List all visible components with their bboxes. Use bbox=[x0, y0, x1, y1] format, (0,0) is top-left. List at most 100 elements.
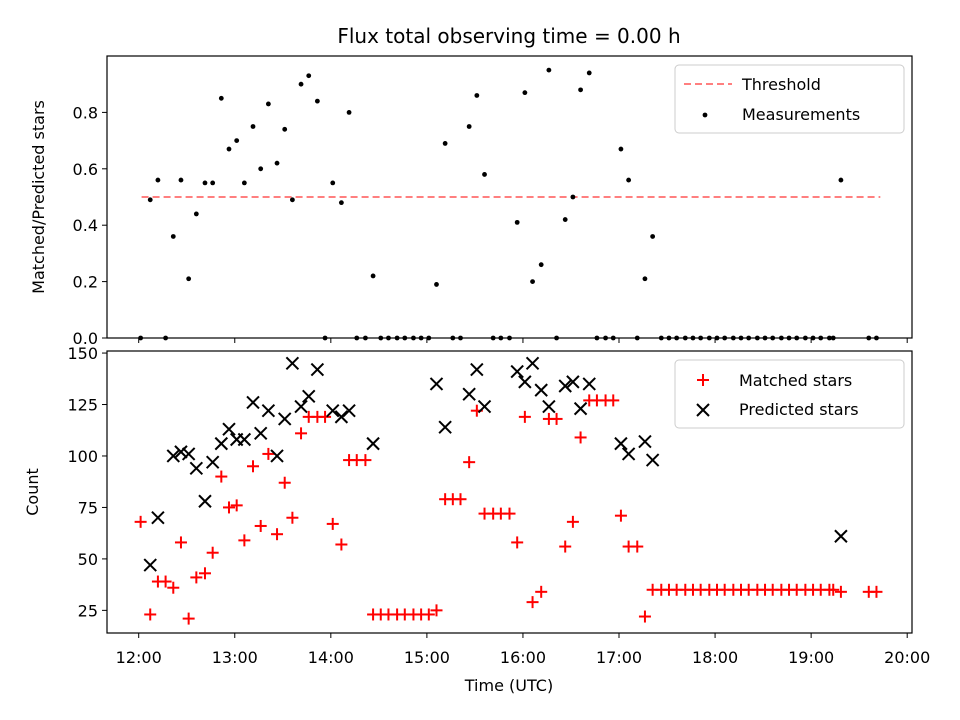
matched-star-marker bbox=[295, 427, 308, 440]
measurement-point bbox=[586, 70, 592, 76]
count-xtick-label: 19:00 bbox=[788, 648, 834, 667]
matched-star-marker bbox=[359, 454, 372, 467]
predicted-star-marker bbox=[205, 455, 220, 469]
predicted-star-marker-b bbox=[510, 364, 524, 379]
matched-star-marker bbox=[222, 501, 235, 514]
measurement-point bbox=[474, 93, 480, 98]
measurement-point bbox=[838, 177, 844, 183]
predicted-star-marker bbox=[222, 422, 236, 436]
predicted-star-marker bbox=[214, 436, 229, 451]
measurement-point bbox=[546, 67, 552, 73]
count-axes-frame bbox=[106, 350, 913, 634]
matched-star-marker bbox=[535, 585, 548, 598]
predicted-star-marker-b bbox=[151, 511, 165, 525]
predicted-star-marker-b bbox=[302, 389, 316, 403]
predicted-star-marker bbox=[534, 383, 548, 397]
legend-matched-swatch bbox=[697, 374, 709, 386]
predicted-star-marker-b bbox=[237, 432, 252, 447]
legend-measurements-swatch bbox=[702, 112, 708, 118]
matched-star-marker bbox=[526, 596, 539, 609]
measurement-point bbox=[202, 180, 208, 186]
matched-star-marker bbox=[834, 585, 847, 598]
predicted-star-marker bbox=[189, 461, 204, 476]
count-ytick-label: 25 bbox=[78, 601, 98, 620]
predicted-star-marker bbox=[302, 389, 316, 403]
matched-star-marker bbox=[271, 528, 284, 541]
count-xtick-label: 17:00 bbox=[596, 648, 642, 667]
measurement-point bbox=[147, 197, 153, 203]
measurement-point bbox=[178, 177, 184, 183]
matched-star-marker bbox=[827, 583, 840, 596]
ratio-legend-box bbox=[674, 64, 905, 134]
count-legend: Matched stars Predicted stars bbox=[674, 359, 905, 429]
measurement-point bbox=[650, 234, 656, 239]
predicted-star-marker bbox=[582, 377, 596, 391]
matched-star-marker bbox=[422, 608, 435, 621]
matched-star-marker bbox=[518, 410, 531, 423]
predicted-star-marker-b bbox=[462, 387, 476, 401]
ratio-legend: Threshold Measurements bbox=[674, 64, 905, 134]
measurement-point bbox=[218, 95, 224, 101]
predicted-star-marker bbox=[181, 447, 196, 461]
measurement-point bbox=[298, 81, 304, 87]
matched-star-marker bbox=[144, 608, 157, 621]
predicted-star-marker bbox=[285, 356, 300, 371]
matched-star-marker bbox=[182, 612, 195, 625]
predicted-star-marker-b bbox=[342, 403, 356, 418]
predicted-star-marker-b bbox=[222, 422, 236, 436]
measurement-point bbox=[570, 194, 576, 200]
measurement-point bbox=[210, 180, 216, 186]
matched-star-marker bbox=[247, 460, 260, 473]
predicted-star-marker-b bbox=[143, 558, 157, 572]
predicted-star-marker-b bbox=[438, 420, 452, 434]
chart-title: Flux total observing time = 0.00 h bbox=[337, 24, 680, 48]
predicted-star-marker-b bbox=[525, 356, 540, 371]
measurement-point bbox=[314, 98, 320, 104]
predicted-star-marker bbox=[166, 449, 180, 463]
predicted-star-marker-b bbox=[621, 447, 636, 461]
predicted-star-marker-b bbox=[174, 445, 188, 459]
predicted-star-marker bbox=[573, 401, 588, 416]
measurement-point bbox=[258, 166, 264, 172]
measurement-point bbox=[274, 160, 280, 166]
ratio-ytick-label: 0.4 bbox=[73, 216, 98, 235]
predicted-star-marker bbox=[477, 399, 492, 414]
x-axis-label: Time (UTC) bbox=[464, 676, 553, 695]
matched-star-marker bbox=[286, 511, 299, 524]
ratio-ytick-label: 0.6 bbox=[73, 160, 98, 179]
measurement-point bbox=[618, 146, 624, 152]
predicted-star-marker bbox=[366, 436, 380, 451]
measurement-point bbox=[282, 126, 288, 132]
matched-star-marker bbox=[174, 536, 187, 549]
predicted-star-marker-b bbox=[261, 403, 276, 418]
ratio-ytick-label: 0.8 bbox=[73, 103, 98, 122]
ratio-ylabel: Matched/Predicted stars bbox=[29, 100, 48, 294]
measurement-point bbox=[578, 87, 583, 93]
predicted-star-marker-b bbox=[285, 356, 300, 371]
predicted-star-marker-b bbox=[834, 529, 848, 543]
measurement-point bbox=[530, 279, 535, 284]
predicted-star-marker bbox=[174, 445, 188, 459]
ratio-plot-area bbox=[138, 67, 881, 341]
predicted-star-marker-b bbox=[246, 395, 260, 410]
predicted-star-marker bbox=[462, 387, 476, 401]
ratio-axes-frame bbox=[106, 55, 913, 339]
count-ytick-label: 50 bbox=[78, 550, 98, 569]
count-xtick-label: 14:00 bbox=[308, 648, 354, 667]
matched-star-marker bbox=[319, 410, 332, 423]
measurement-point bbox=[466, 124, 472, 129]
predicted-star-marker-b bbox=[278, 412, 292, 426]
measurement-point bbox=[250, 124, 256, 129]
predicted-star-marker bbox=[645, 453, 660, 467]
measurement-point bbox=[265, 101, 271, 107]
ratio-ytick-label: 0.2 bbox=[73, 273, 98, 292]
matched-star-marker bbox=[238, 534, 251, 547]
ratio-ytick-label: 0.0 bbox=[73, 329, 98, 348]
matched-star-marker bbox=[167, 581, 180, 594]
measurement-point bbox=[289, 197, 295, 203]
matched-star-marker bbox=[206, 546, 219, 559]
predicted-star-marker-b bbox=[534, 383, 548, 397]
matched-star-marker bbox=[503, 507, 516, 520]
predicted-star-marker-b bbox=[518, 375, 532, 389]
measurement-point bbox=[338, 200, 344, 206]
